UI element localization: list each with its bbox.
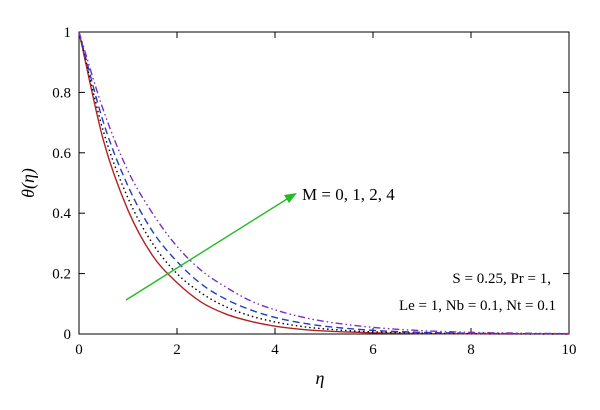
series-line-m-4 [78,31,570,335]
y-tick-label: 0.6 [52,146,71,162]
y-tick-label: 0 [64,327,72,343]
x-tick-label: 4 [271,342,279,358]
series-line-m-0 [78,31,570,335]
x-tick-label: 8 [467,342,475,358]
x-tick-labels: 0 2 4 6 8 10 [75,342,576,358]
y-tick-labels: 0 0.2 0.4 0.6 0.8 1 [52,25,71,343]
x-tick-label: 6 [369,342,377,358]
x-tick-label: 0 [75,342,83,358]
param-line-2: Le = 1, Nb = 0.1, Nt = 0.1 [399,298,556,314]
y-tick-label: 0.2 [52,267,71,283]
series-lines [78,31,570,335]
trend-arrow [125,193,296,301]
trend-arrow-head [284,193,297,203]
x-tick-label: 10 [562,342,577,358]
y-tick-label: 0.8 [52,85,71,101]
series-line-m-2 [78,31,570,335]
axis-ticks [78,31,570,335]
param-line-1: S = 0.25, Pr = 1, [452,271,551,287]
plot-frame [78,31,570,335]
x-axis-label: η [316,368,325,388]
x-tick-label: 2 [173,342,181,358]
y-tick-label: 1 [64,25,72,41]
y-axis-label: θ(η) [18,168,39,198]
series-line-m-1 [78,31,570,335]
y-tick-label: 0.4 [52,206,71,222]
arrow-label: M = 0, 1, 2, 4 [302,185,395,204]
